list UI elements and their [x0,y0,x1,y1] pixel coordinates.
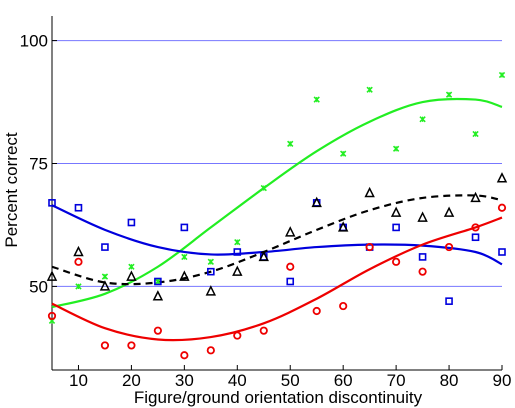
point-square-14 [418,253,427,261]
x-tick-label-80: 80 [440,371,459,390]
point-circle-9 [286,262,295,271]
point-x-cross-3 [128,263,135,270]
point-triangle-3 [126,270,137,281]
point-circle-6 [206,346,215,355]
point-circle-1 [74,257,83,266]
point-square-2 [101,243,109,251]
y-tick-label-50: 50 [29,277,48,296]
grid-layer [52,40,502,287]
x-tick-label-10: 10 [69,371,88,390]
point-x-cross-7 [234,239,241,246]
point-circle-14 [418,267,427,276]
point-circle-7 [233,331,242,340]
marker-layer [46,71,508,360]
point-x-cross-16 [472,130,479,138]
point-triangle-7 [232,265,243,276]
point-triangle-4 [152,290,164,301]
point-x-cross-10 [313,96,320,103]
point-x-cross-1 [75,283,82,290]
point-square-13 [392,223,400,232]
point-circle-5 [180,351,189,360]
point-circle-13 [392,257,401,266]
point-square-16 [471,233,480,242]
fit-curve-x-cross [51,97,503,309]
tick-layer: 50 75 100 10 20 30 40 50 60 70 80 90 [20,32,512,390]
point-x-cross-5 [181,253,188,261]
point-circle-8 [259,326,268,335]
point-x-cross-2 [101,273,109,280]
y-tick-label-100: 100 [20,32,48,51]
x-tick-label-60: 60 [334,371,353,390]
point-triangle-11 [337,221,349,232]
point-triangle-1 [73,245,84,257]
point-circle-11 [339,301,348,311]
point-triangle-9 [285,226,296,237]
y-tick-label-75: 75 [29,155,48,174]
point-square-5 [180,223,189,232]
point-triangle-16 [470,191,481,203]
x-tick-label-20: 20 [122,371,141,390]
point-circle-3 [127,341,136,350]
x-tick-label-50: 50 [281,371,300,390]
point-triangle-2 [99,280,111,291]
point-triangle-0 [46,270,58,281]
point-triangle-17 [496,172,508,183]
point-square-3 [127,218,136,227]
point-circle-0 [47,311,57,321]
point-square-1 [74,203,83,212]
point-square-0 [48,199,56,207]
point-x-cross-12 [366,86,373,93]
point-circle-15 [444,242,454,252]
point-square-9 [286,277,295,286]
point-square-6 [207,267,215,276]
x-axis-label: Figure/ground orientation discontinuity [134,388,423,407]
point-triangle-14 [417,211,428,222]
point-x-cross-8 [260,184,267,192]
point-triangle-5 [179,270,190,281]
point-x-cross-17 [498,71,506,79]
point-triangle-8 [258,250,269,262]
point-circle-17 [497,203,507,212]
point-square-15 [445,297,453,305]
point-square-17 [498,248,506,256]
x-tick-label-70: 70 [387,371,406,390]
fit-curve-circle [51,216,503,342]
point-triangle-15 [443,206,455,217]
point-triangle-12 [364,186,375,198]
point-circle-4 [153,326,162,335]
point-circle-12 [365,242,374,252]
point-square-7 [233,248,242,256]
point-square-4 [154,277,162,286]
point-triangle-6 [205,285,217,296]
point-x-cross-4 [154,278,162,285]
point-triangle-13 [390,206,402,217]
x-tick-label-30: 30 [175,371,194,390]
y-axis-label: Percent correct [2,132,21,248]
point-x-cross-13 [392,145,400,152]
point-x-cross-11 [340,150,347,157]
point-circle-10 [312,306,321,316]
point-x-cross-9 [287,140,294,147]
point-x-cross-14 [419,116,426,123]
point-x-cross-6 [207,258,214,265]
point-circle-16 [471,223,480,232]
fit-curve-square [51,204,503,266]
point-x-cross-15 [445,91,453,98]
fit-layer [51,97,503,342]
x-tick-label-40: 40 [228,371,247,390]
point-circle-2 [100,341,110,350]
axes-layer [51,16,502,371]
point-triangle-10 [311,196,322,208]
x-tick-label-90: 90 [493,371,512,390]
